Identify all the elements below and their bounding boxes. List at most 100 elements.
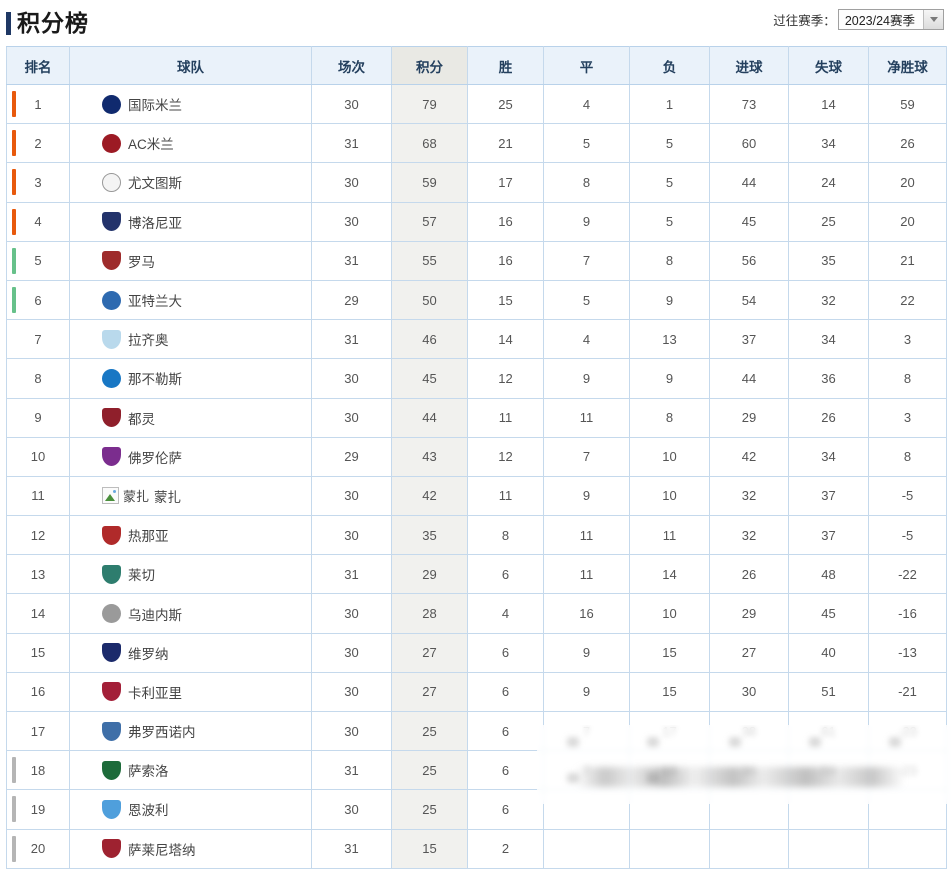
chevron-down-icon[interactable] xyxy=(923,10,943,29)
col-header-goal-diff[interactable]: 净胜球 xyxy=(868,46,947,85)
table-row[interactable]: 15 维罗纳 30 27 6 9 15 27 40 -13 xyxy=(6,632,947,673)
cell-points: 57 xyxy=(391,201,468,242)
table-row[interactable]: 16 卡利亚里 30 27 6 9 15 30 51 -21 xyxy=(6,671,947,713)
standings-table: 排名 球队 场次 积分 胜 平 负 进球 失球 净胜球 1 国际米兰 30 79 25 4… xyxy=(6,46,947,869)
cell-goals-against: 34 xyxy=(788,319,869,360)
cell-win: 6 xyxy=(467,671,544,713)
col-header-loss[interactable]: 负 xyxy=(629,46,710,85)
cell-win: 6 xyxy=(467,750,544,791)
cell-team[interactable]: 莱切 xyxy=(69,554,312,595)
rank-status-marker xyxy=(12,208,16,235)
table-row[interactable]: 20 萨莱尼塔纳 31 15 2 xyxy=(6,828,947,869)
cell-team[interactable]: 乌迪内斯 xyxy=(69,593,312,634)
cell-team[interactable]: 维罗纳 xyxy=(69,632,312,673)
cell-goals-for: 73 xyxy=(709,83,789,125)
cell-rank: 6 xyxy=(6,279,70,321)
page-title-text: 积分榜 xyxy=(17,9,89,36)
cell-team[interactable]: 蒙扎 蒙扎 xyxy=(69,475,312,517)
col-header-draw[interactable]: 平 xyxy=(543,46,630,85)
cell-team[interactable]: 卡利亚里 xyxy=(69,671,312,713)
table-row[interactable]: 17 弗罗西诺内 30 25 6 7 17 38 61 -23 xyxy=(6,710,947,752)
rank-value: 8 xyxy=(34,370,42,386)
table-row[interactable]: 2 AC米兰 31 68 21 5 5 60 34 26 xyxy=(6,123,947,164)
cell-rank: 15 xyxy=(6,632,70,673)
team-name: 萨索洛 xyxy=(128,764,169,780)
table-row[interactable]: 3 尤文图斯 30 59 17 8 5 44 24 20 xyxy=(6,162,947,203)
table-row[interactable]: 1 国际米兰 30 79 25 4 1 73 14 59 xyxy=(6,83,947,125)
table-row[interactable]: 5 罗马 31 55 16 7 8 56 35 21 xyxy=(6,240,947,281)
cell-rank: 12 xyxy=(6,515,70,556)
cell-draw: 9 xyxy=(543,671,630,713)
season-select[interactable]: 2023/24赛季 xyxy=(837,9,944,30)
col-header-rank[interactable]: 排名 xyxy=(6,46,70,85)
cell-loss: 8 xyxy=(629,397,710,438)
cell-points: 25 xyxy=(391,750,468,791)
club-badge-icon xyxy=(102,839,121,859)
cell-goal-diff: 20 xyxy=(868,162,947,203)
table-row[interactable]: 11 蒙扎 蒙扎 30 42 11 9 10 32 37 -5 xyxy=(6,475,947,517)
cell-goals-for: 29 xyxy=(709,593,789,634)
cell-team[interactable]: 亚特兰大 xyxy=(69,279,312,321)
table-row[interactable]: 8 那不勒斯 30 45 12 9 9 44 36 8 xyxy=(6,358,947,399)
cell-goal-diff: 22 xyxy=(868,279,947,321)
cell-team[interactable]: 恩波利 xyxy=(69,789,312,830)
club-badge-icon xyxy=(102,564,121,584)
cell-goals-for xyxy=(709,789,789,830)
cell-played: 31 xyxy=(311,828,392,869)
table-row[interactable]: 13 莱切 31 29 6 11 14 26 48 -22 xyxy=(6,554,947,595)
cell-goal-diff: 3 xyxy=(868,319,947,360)
club-badge-icon xyxy=(102,760,121,780)
cell-rank: 11 xyxy=(6,475,70,517)
cell-win: 2 xyxy=(467,828,544,869)
club-badge-icon xyxy=(102,251,121,271)
col-header-goals-against[interactable]: 失球 xyxy=(788,46,869,85)
table-row[interactable]: 7 拉齐奥 31 46 14 4 13 37 34 3 xyxy=(6,319,947,360)
table-row[interactable]: 19 恩波利 30 25 6 xyxy=(6,789,947,830)
cell-goals-against: 25 xyxy=(788,201,869,242)
col-header-points[interactable]: 积分 xyxy=(391,46,468,85)
cell-loss: 5 xyxy=(629,201,710,242)
col-header-win[interactable]: 胜 xyxy=(467,46,544,85)
rank-status-marker xyxy=(12,405,16,431)
cell-points: 15 xyxy=(391,828,468,869)
cell-loss: 17 xyxy=(629,710,710,752)
col-header-played[interactable]: 场次 xyxy=(311,46,392,85)
col-header-goals-for[interactable]: 进球 xyxy=(709,46,789,85)
table-row[interactable]: 9 都灵 30 44 11 11 8 29 26 3 xyxy=(6,397,947,438)
rank-status-marker xyxy=(12,601,16,627)
club-badge-icon xyxy=(102,682,121,702)
cell-goal-diff: -23 xyxy=(868,750,947,791)
cell-team[interactable]: AC米兰 xyxy=(69,123,312,164)
cell-goal-diff: 20 xyxy=(868,201,947,242)
table-row[interactable]: 6 亚特兰大 29 50 15 5 9 54 32 22 xyxy=(6,279,947,321)
table-row[interactable]: 18 萨索洛 31 25 6 7 18 36 59 -23 xyxy=(6,750,947,791)
cell-team[interactable]: 佛罗伦萨 xyxy=(69,436,312,477)
cell-goals-against: 24 xyxy=(788,162,869,203)
table-row[interactable]: 10 佛罗伦萨 29 43 12 7 10 42 34 8 xyxy=(6,436,947,477)
season-picker[interactable]: 过往赛季： 2023/24赛季 xyxy=(773,9,944,30)
cell-team[interactable]: 罗马 xyxy=(69,240,312,281)
col-header-team[interactable]: 球队 xyxy=(69,46,312,85)
cell-team[interactable]: 弗罗西诺内 xyxy=(69,710,312,752)
rank-value: 6 xyxy=(34,292,42,308)
cell-team[interactable]: 国际米兰 xyxy=(69,83,312,125)
rank-status-marker xyxy=(12,169,16,196)
cell-team[interactable]: 博洛尼亚 xyxy=(69,201,312,242)
cell-win: 12 xyxy=(467,436,544,477)
cell-goal-diff xyxy=(868,828,947,869)
cell-team[interactable]: 萨索洛 xyxy=(69,750,312,791)
table-header: 排名 球队 场次 积分 胜 平 负 进球 失球 净胜球 xyxy=(6,46,947,85)
cell-goals-against: 37 xyxy=(788,475,869,517)
table-row[interactable]: 4 博洛尼亚 30 57 16 9 5 45 25 20 xyxy=(6,201,947,242)
cell-team[interactable]: 那不勒斯 xyxy=(69,358,312,399)
table-row[interactable]: 14 乌迪内斯 30 28 4 16 10 29 45 -16 xyxy=(6,593,947,634)
cell-team[interactable]: 热那亚 xyxy=(69,515,312,556)
team-name: 罗马 xyxy=(128,254,155,270)
cell-team[interactable]: 拉齐奥 xyxy=(69,319,312,360)
cell-team[interactable]: 萨莱尼塔纳 xyxy=(69,828,312,869)
cell-team[interactable]: 都灵 xyxy=(69,397,312,438)
rank-value: 1 xyxy=(34,96,42,112)
cell-team[interactable]: 尤文图斯 xyxy=(69,162,312,203)
table-row[interactable]: 12 热那亚 30 35 8 11 11 32 37 -5 xyxy=(6,515,947,556)
cell-rank: 2 xyxy=(6,123,70,164)
